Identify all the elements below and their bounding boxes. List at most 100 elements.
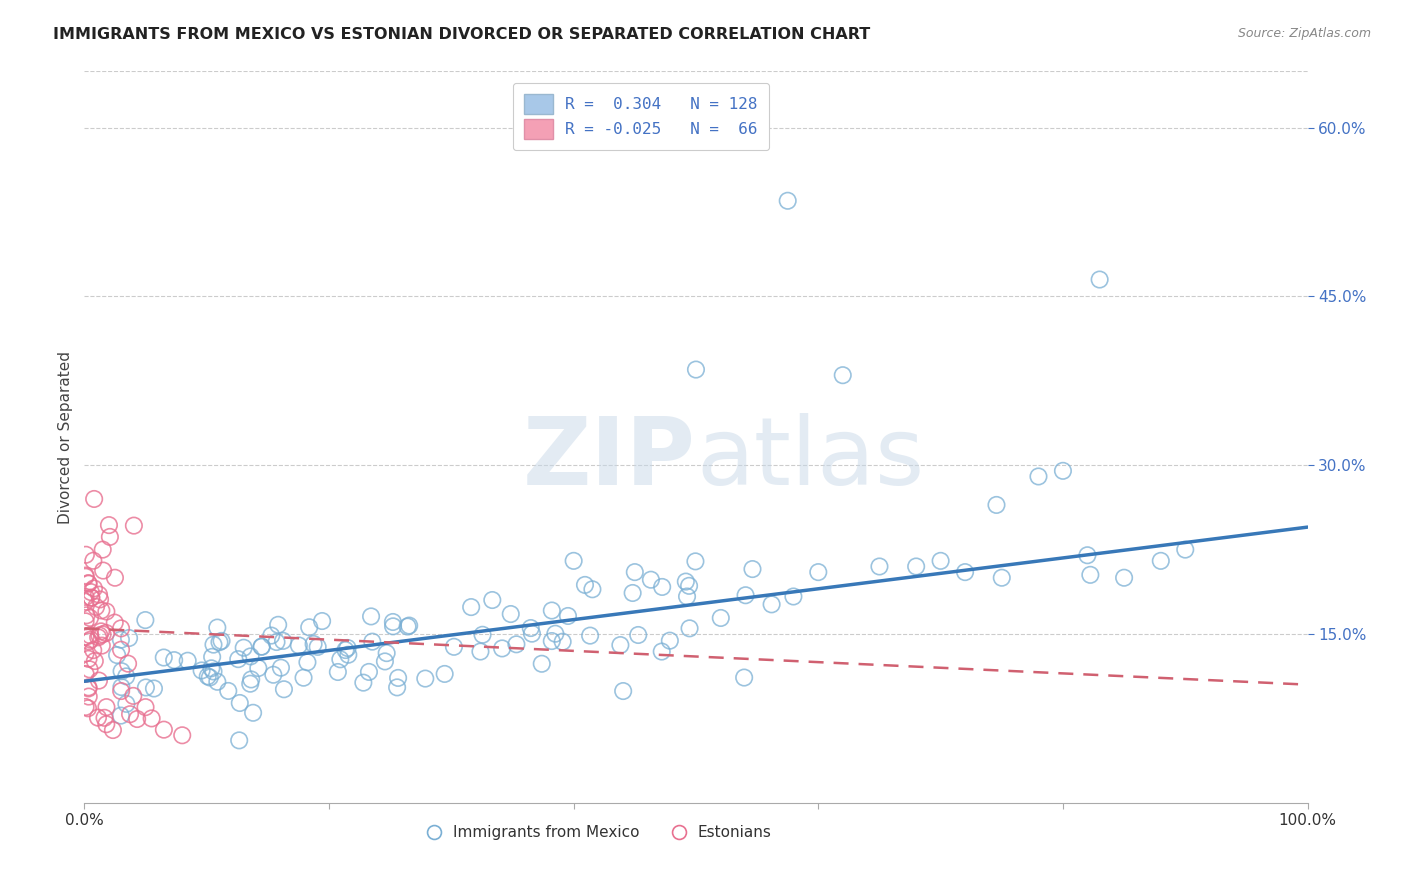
Point xyxy=(77,681,100,696)
Point xyxy=(288,639,311,653)
Point xyxy=(77,576,100,591)
Point xyxy=(953,565,976,579)
Point xyxy=(1088,272,1111,286)
Point xyxy=(505,637,527,651)
Point xyxy=(200,661,222,675)
Point xyxy=(135,700,157,714)
Y-axis label: Divorced or Separated: Divorced or Separated xyxy=(58,351,73,524)
Point xyxy=(202,638,225,652)
Point xyxy=(163,653,186,667)
Point xyxy=(247,661,270,675)
Point xyxy=(75,548,97,562)
Point xyxy=(77,634,100,648)
Point xyxy=(470,644,492,658)
Point xyxy=(337,648,360,662)
Point xyxy=(329,652,352,666)
Point xyxy=(197,669,219,683)
Point xyxy=(122,689,145,703)
Point xyxy=(266,635,288,649)
Point xyxy=(89,592,111,607)
Point xyxy=(87,711,110,725)
Point xyxy=(579,629,602,643)
Point xyxy=(675,574,697,589)
Point xyxy=(361,634,384,648)
Point xyxy=(134,613,156,627)
Point xyxy=(1052,464,1074,478)
Point xyxy=(104,571,127,585)
Point xyxy=(1028,469,1050,483)
Point xyxy=(142,681,165,696)
Point xyxy=(991,571,1014,585)
Point xyxy=(302,637,325,651)
Point xyxy=(807,565,830,579)
Point xyxy=(75,590,97,604)
Point xyxy=(77,681,100,695)
Point xyxy=(658,633,681,648)
Point xyxy=(90,639,112,653)
Point xyxy=(75,667,97,681)
Point xyxy=(104,615,127,630)
Point xyxy=(382,619,405,633)
Point xyxy=(270,661,292,675)
Point xyxy=(202,665,225,679)
Point xyxy=(782,590,804,604)
Point xyxy=(97,518,120,533)
Point xyxy=(80,585,103,599)
Point xyxy=(96,605,118,619)
Point xyxy=(80,591,103,605)
Point xyxy=(239,649,262,664)
Point xyxy=(226,652,249,666)
Point xyxy=(190,664,212,678)
Point xyxy=(87,673,110,688)
Point xyxy=(207,621,229,635)
Point xyxy=(118,631,141,645)
Point xyxy=(75,595,97,609)
Point xyxy=(232,640,254,655)
Text: ZIP: ZIP xyxy=(523,413,696,505)
Point xyxy=(211,634,233,648)
Point xyxy=(685,554,707,568)
Point xyxy=(110,621,132,635)
Point xyxy=(91,564,114,578)
Point xyxy=(1174,542,1197,557)
Point xyxy=(640,573,662,587)
Point xyxy=(262,667,284,681)
Point xyxy=(79,611,101,625)
Point xyxy=(499,607,522,621)
Point xyxy=(82,643,104,657)
Point xyxy=(152,650,174,665)
Point xyxy=(153,723,176,737)
Point xyxy=(201,649,224,664)
Point xyxy=(273,682,295,697)
Point xyxy=(141,711,163,725)
Point xyxy=(1076,548,1098,562)
Point xyxy=(443,640,465,654)
Point xyxy=(239,676,262,690)
Point xyxy=(75,630,97,644)
Point xyxy=(127,712,149,726)
Point xyxy=(621,586,644,600)
Point xyxy=(207,674,229,689)
Point xyxy=(761,598,783,612)
Point xyxy=(581,582,603,597)
Point xyxy=(105,648,128,662)
Point xyxy=(1150,554,1173,568)
Point xyxy=(89,628,111,642)
Point xyxy=(217,684,239,698)
Point xyxy=(83,491,105,506)
Point xyxy=(84,599,107,614)
Point xyxy=(271,633,294,648)
Point xyxy=(710,611,733,625)
Point xyxy=(562,554,585,568)
Point xyxy=(651,580,673,594)
Point xyxy=(135,681,157,695)
Point xyxy=(375,646,398,660)
Point xyxy=(685,362,707,376)
Point xyxy=(110,632,132,647)
Point xyxy=(519,621,541,635)
Point xyxy=(75,700,97,714)
Point xyxy=(905,559,928,574)
Point xyxy=(267,617,290,632)
Point xyxy=(929,554,952,568)
Point xyxy=(120,707,142,722)
